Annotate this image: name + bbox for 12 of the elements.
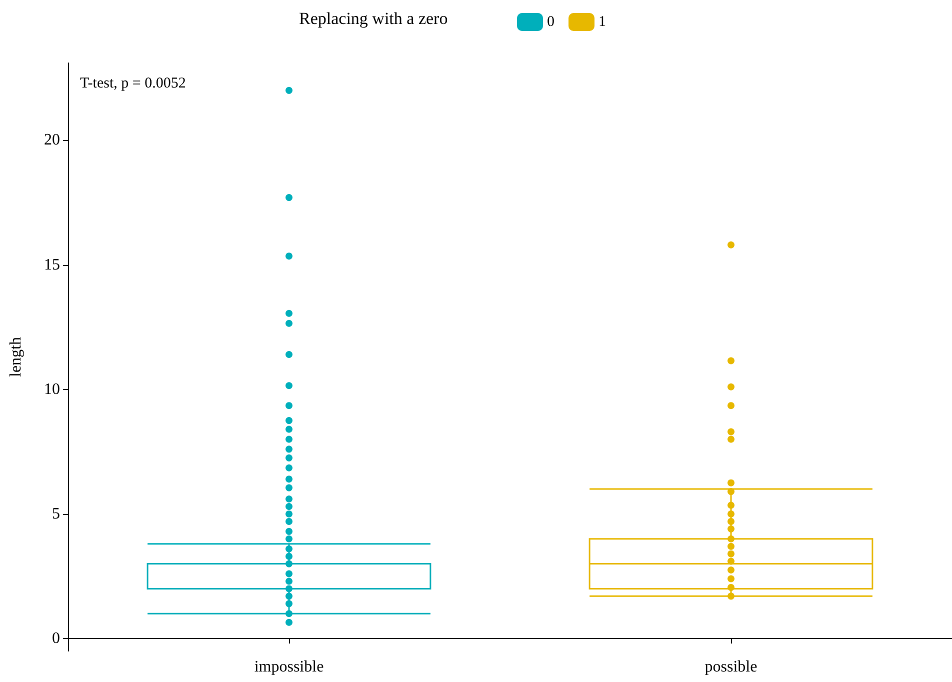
legend-label: 0 bbox=[547, 14, 554, 30]
y-tick-label: 20 bbox=[44, 132, 60, 149]
annotation: T-test, p = 0.0052 bbox=[80, 76, 186, 92]
x-tick-label: impossible bbox=[254, 658, 324, 676]
y-tick-label: 5 bbox=[52, 505, 60, 522]
legend-label: 1 bbox=[598, 14, 606, 30]
y-axis-title: length bbox=[8, 337, 24, 377]
legend-title: Replacing with a zero bbox=[299, 9, 448, 28]
y-tick-label: 10 bbox=[44, 380, 60, 398]
y-tick-label: 15 bbox=[44, 256, 60, 274]
y-tick-label: 0 bbox=[52, 630, 60, 648]
x-tick-label: possible bbox=[704, 658, 758, 676]
